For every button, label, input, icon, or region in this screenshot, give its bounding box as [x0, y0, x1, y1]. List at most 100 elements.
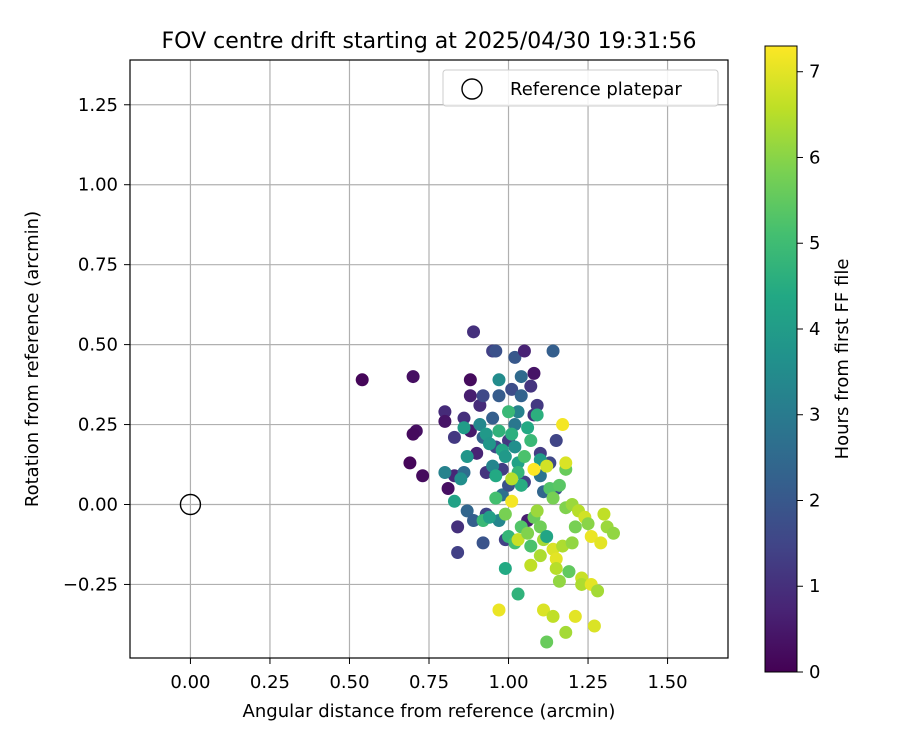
data-point: [546, 344, 560, 358]
data-point: [447, 430, 461, 444]
data-point: [524, 379, 538, 393]
data-point: [492, 389, 506, 403]
data-point: [584, 529, 598, 543]
data-point: [546, 491, 560, 505]
data-point: [460, 450, 474, 464]
colorbar-tick-label: 0: [809, 662, 820, 683]
chart-title: FOV centre drift starting at 2025/04/30 …: [162, 29, 697, 54]
data-point: [482, 437, 496, 451]
data-point: [559, 456, 573, 470]
x-tick-label: 1.00: [488, 672, 528, 693]
data-point: [540, 459, 554, 473]
data-point: [540, 529, 554, 543]
data-point: [406, 370, 420, 384]
data-point: [508, 350, 522, 364]
y-tick-label: 0.25: [78, 415, 118, 436]
data-point: [549, 434, 563, 448]
data-point: [502, 405, 516, 419]
data-point: [575, 577, 589, 591]
data-point: [505, 427, 519, 441]
data-point: [594, 536, 608, 550]
x-tick-label: 1.25: [568, 672, 608, 693]
data-point: [498, 507, 512, 521]
data-point: [438, 466, 452, 480]
data-point: [524, 558, 538, 572]
data-point: [549, 552, 563, 566]
y-tick-label: −0.25: [63, 574, 118, 595]
data-point: [447, 494, 461, 508]
colorbar-tick-label: 7: [809, 62, 820, 83]
data-point: [355, 373, 369, 387]
colorbar-label: Hours from first FF file: [832, 259, 853, 460]
data-point: [524, 434, 538, 448]
colorbar-tick-label: 3: [809, 405, 820, 426]
data-point: [489, 469, 503, 483]
colorbar-tick-label: 4: [809, 319, 820, 340]
data-point: [559, 625, 573, 639]
data-point: [533, 520, 547, 534]
data-point: [498, 561, 512, 575]
data-point: [489, 344, 503, 358]
data-point: [530, 504, 544, 518]
data-point: [457, 421, 471, 435]
y-tick-label: 1.25: [78, 95, 118, 116]
data-point: [514, 370, 528, 384]
legend-entry-label: Reference platepar: [510, 79, 682, 100]
data-point: [530, 398, 544, 412]
y-tick-label: 0.50: [78, 335, 118, 356]
data-point: [476, 536, 490, 550]
data-point: [463, 389, 477, 403]
x-axis-label: Angular distance from reference (arcmin): [243, 701, 616, 722]
data-point: [511, 587, 525, 601]
data-point: [505, 382, 519, 396]
data-point: [451, 545, 465, 559]
data-point: [511, 533, 525, 547]
grid-lines: [130, 60, 728, 658]
data-point: [457, 411, 471, 425]
data-point: [403, 456, 417, 470]
data-points: [355, 325, 620, 649]
data-point: [606, 526, 620, 540]
colorbar-tick-label: 6: [809, 147, 820, 168]
legend-box: Reference platepar: [442, 69, 719, 107]
data-point: [416, 469, 430, 483]
data-point: [597, 507, 611, 521]
data-point: [568, 520, 582, 534]
data-point: [565, 536, 579, 550]
data-point: [460, 504, 474, 518]
data-point: [562, 565, 576, 579]
data-point: [467, 513, 481, 527]
reference-marker-group: [179, 493, 202, 516]
y-axis-ticks: −0.25 0.00 0.25 0.50 0.75 1.00 1.25: [63, 95, 130, 595]
data-point: [527, 366, 541, 380]
reference-platepar-marker: [179, 493, 202, 516]
y-tick-label: 0.00: [78, 495, 118, 516]
data-point: [517, 344, 531, 358]
data-point: [521, 421, 535, 435]
y-tick-label: 0.75: [78, 255, 118, 276]
data-point: [492, 603, 506, 617]
x-tick-label: 0.50: [329, 672, 369, 693]
y-axis-label: Rotation from reference (arcmin): [22, 211, 43, 507]
data-point: [492, 373, 506, 387]
data-point: [540, 635, 554, 649]
data-point: [549, 561, 563, 575]
data-point: [546, 609, 560, 623]
data-point: [438, 414, 452, 428]
x-tick-label: 0.25: [250, 672, 290, 693]
data-point: [508, 440, 522, 454]
data-point: [438, 405, 452, 419]
colorbar-ticks: 0 1 2 3 4 5 6 7: [797, 62, 820, 683]
data-point: [591, 584, 605, 598]
data-point: [527, 462, 541, 476]
x-tick-label: 1.50: [648, 672, 688, 693]
data-point: [454, 472, 468, 486]
data-point: [486, 411, 500, 425]
data-point: [537, 603, 551, 617]
data-point: [514, 389, 528, 403]
data-point: [556, 418, 570, 432]
data-point: [467, 325, 481, 339]
colorbar: [764, 45, 798, 673]
data-point: [492, 424, 506, 438]
